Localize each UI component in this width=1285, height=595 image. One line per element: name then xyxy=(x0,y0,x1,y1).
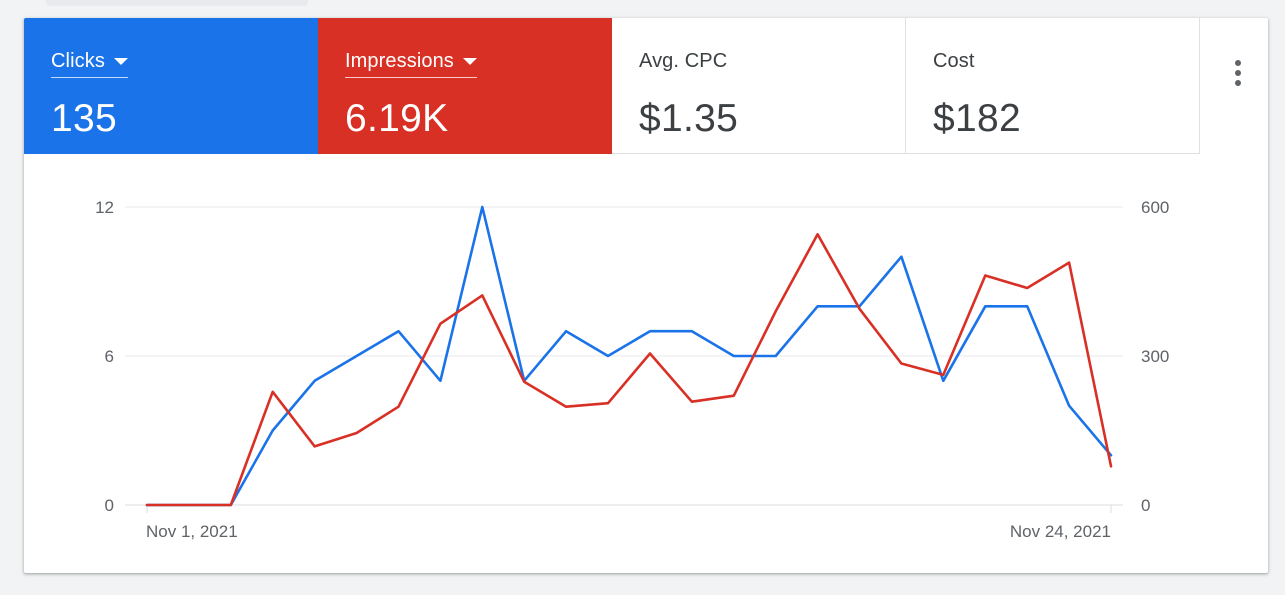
left-axis-tick: 6 xyxy=(105,347,114,366)
right-axis-tick: 600 xyxy=(1141,198,1169,217)
avg-cpc-label: Avg. CPC xyxy=(639,50,728,72)
performance-chart: 12 6 0 600 300 0 Nov 1, 2021 Nov 24, 2021 xyxy=(24,154,1268,573)
metrics-bar: Clicks 135 Impressions 6.19K Avg. CPC $1… xyxy=(24,18,1200,154)
more-dot xyxy=(1235,70,1241,76)
cost-selector[interactable]: Cost xyxy=(933,48,975,77)
avg-cpc-value: $1.35 xyxy=(639,97,739,140)
background-tab-strip xyxy=(46,0,308,6)
clicks-selector[interactable]: Clicks xyxy=(51,48,128,78)
metric-avg-cpc[interactable]: Avg. CPC $1.35 xyxy=(612,18,906,154)
metric-clicks[interactable]: Clicks 135 xyxy=(24,18,318,154)
right-axis-tick: 0 xyxy=(1141,496,1150,515)
left-axis-tick: 0 xyxy=(105,496,114,515)
left-axis-tick: 12 xyxy=(95,198,114,217)
cost-label: Cost xyxy=(933,50,975,72)
chart-svg: 12 6 0 600 300 0 Nov 1, 2021 Nov 24, 2021 xyxy=(95,198,1169,541)
more-dot xyxy=(1235,80,1241,86)
caret-down-icon xyxy=(462,57,477,65)
more-dot xyxy=(1235,60,1241,66)
more-vert-icon[interactable] xyxy=(1228,56,1248,90)
cost-value: $182 xyxy=(933,97,1021,140)
caret-down-icon xyxy=(113,57,128,65)
x-axis-label-start: Nov 1, 2021 xyxy=(146,522,238,541)
impressions-value: 6.19K xyxy=(345,97,449,140)
avg-cpc-selector[interactable]: Avg. CPC xyxy=(639,48,727,77)
impressions-label: Impressions xyxy=(345,50,454,72)
metric-cost[interactable]: Cost $182 xyxy=(906,18,1200,154)
right-axis-tick: 300 xyxy=(1141,347,1169,366)
performance-card: Clicks 135 Impressions 6.19K Avg. CPC $1… xyxy=(24,18,1268,573)
series-line-clicks xyxy=(145,205,1113,507)
impressions-selector[interactable]: Impressions xyxy=(345,48,477,78)
metric-impressions[interactable]: Impressions 6.19K xyxy=(318,18,612,154)
x-axis-label-end: Nov 24, 2021 xyxy=(1010,522,1111,541)
clicks-label: Clicks xyxy=(51,50,105,72)
series-line-impressions xyxy=(145,233,1113,507)
clicks-value: 135 xyxy=(51,97,117,140)
